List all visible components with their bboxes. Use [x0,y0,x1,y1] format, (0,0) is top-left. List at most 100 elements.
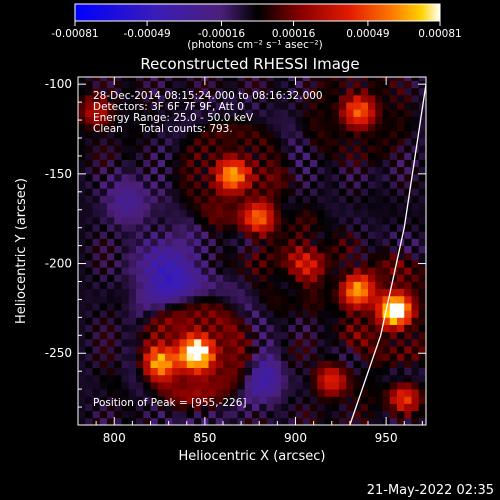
heatmap-cell [121,188,130,196]
heatmap-cell [230,338,238,347]
heatmap-cell [92,367,101,376]
heatmap-cell [85,231,93,239]
heatmap-cell [302,87,311,96]
heatmap-cell [411,346,420,354]
heatmap-cell [346,209,354,218]
heatmap-cell [281,94,289,103]
heatmap-cell [157,116,166,125]
heatmap-cell [382,324,391,333]
heatmap-cell [317,259,325,268]
heatmap-cell [411,303,420,311]
heatmap-cell [179,331,188,340]
heatmap-cell [136,130,144,139]
heatmap-cell [186,152,195,160]
heatmap-cell [194,259,202,268]
heatmap-cell [382,331,391,340]
heatmap-cell [382,389,391,397]
heatmap-cell [368,80,376,89]
heatmap-cell [346,231,354,239]
heatmap-cell [331,224,340,232]
heatmap-cell [244,116,253,125]
heatmap-cell [150,331,159,340]
heatmap-cell [252,195,260,203]
heatmap-cell [281,403,289,412]
heatmap-cell [353,381,362,390]
heatmap-cell [230,295,238,304]
heatmap-cell [411,417,420,425]
heatmap-cell [310,94,318,103]
heatmap-cell [92,94,101,103]
heatmap-cell [179,159,188,168]
heatmap-cell [397,331,405,340]
heatmap-cell [194,209,202,218]
heatmap-cell [194,274,202,282]
heatmap-cell [331,267,340,275]
heatmap-cell [128,87,137,96]
heatmap-cell [186,259,195,268]
heatmap-cell [382,281,391,290]
heatmap-cell [353,80,362,89]
heatmap-cell [121,102,130,110]
heatmap-cell [136,295,144,304]
heatmap-cell [237,188,246,196]
heatmap-cell [107,238,115,247]
heatmap-cell [339,77,347,81]
heatmap-cell [99,317,108,325]
heatmap-cell [389,188,398,196]
heatmap-cell [411,353,420,361]
heatmap-cell [295,123,304,132]
heatmap-cell [136,224,144,232]
heatmap-cell [404,360,412,368]
heatmap-cell [368,324,376,333]
heatmap-cell [302,353,311,361]
heatmap-cell [397,353,405,361]
heatmap-cell [353,410,362,419]
heatmap-cell [85,116,93,125]
heatmap-cell [389,209,398,218]
heatmap-cell [266,303,275,311]
heatmap-cell [339,238,347,247]
heatmap-cell [85,288,93,297]
heatmap-cell [85,202,93,211]
heatmap-cell [368,360,376,368]
heatmap-cell [78,216,86,225]
heatmap-cell [186,87,195,96]
heatmap-cell [375,389,383,397]
heatmap-cell [353,159,362,168]
heatmap-cell [136,137,144,146]
heatmap-cell [172,231,180,239]
heatmap-cell [324,238,333,247]
heatmap-cell [411,137,420,146]
heatmap-cell [339,116,347,125]
annotation-block: 28-Dec-2014 08:15:24.000 to 08:16:32.000… [93,90,323,135]
heatmap-cell [288,137,296,146]
heatmap-cell [339,123,347,132]
heatmap-cell [223,252,231,261]
heatmap-cell [317,389,325,397]
heatmap-cell [389,224,398,232]
heatmap-cell [186,410,195,419]
annotation-energy-range: Energy Range: 25.0 - 50.0 keV [93,112,254,124]
heatmap-cell [143,80,151,89]
heatmap-cell [237,195,246,203]
colorbar-tick-label: -0.00049 [123,28,170,40]
heatmap-cell [375,77,383,81]
heatmap-cell [230,389,238,397]
heatmap-cell [107,130,115,139]
heatmap-cell [157,295,166,304]
heatmap-cell [244,130,253,139]
heatmap-cell [368,389,376,397]
heatmap-cell [418,403,426,412]
heatmap-cell [143,173,151,182]
heatmap-cell [331,152,340,160]
heatmap-cell [114,102,122,110]
heatmap-cell [404,209,412,218]
heatmap-cell [172,145,180,153]
heatmap-cell [208,152,217,160]
heatmap-cell [259,245,267,254]
heatmap-cell [194,188,202,196]
heatmap-cell [411,209,420,218]
heatmap-cell [179,396,188,404]
heatmap-cell [418,195,426,203]
heatmap-cell [295,360,304,368]
